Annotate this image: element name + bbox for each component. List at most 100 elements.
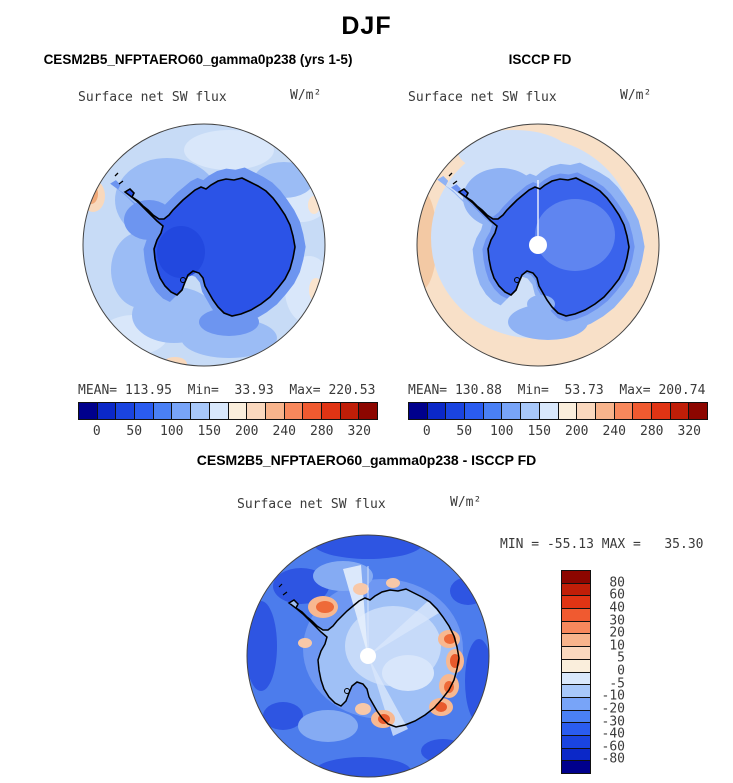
diff-field-label: Surface net SW flux [237, 497, 386, 512]
colorbar-cell [171, 403, 191, 419]
model-islands [114, 172, 124, 185]
diff-stats: MIN = -55.13 MAX = 35.30 [500, 537, 704, 552]
colorbar-tick-label: -40 [601, 726, 625, 742]
diff-coastline [287, 588, 460, 728]
colorbar-tick-label: 60 [609, 587, 625, 603]
colorbar-tick-label: 320 [347, 424, 371, 439]
colorbar-tick-label: 10 [609, 638, 625, 654]
model-map-boundary [82, 123, 326, 367]
colorbar-cell [632, 403, 651, 419]
colorbar-tick-label: -80 [601, 751, 625, 767]
colorbar-cell [283, 403, 303, 419]
colorbar-cell [464, 403, 483, 419]
colorbar-tick-label: 200 [565, 424, 589, 439]
colorbar-cell [562, 760, 590, 773]
colorbar-cell [520, 403, 539, 419]
colorbar-cell [79, 403, 97, 419]
colorbar-tick-label: 240 [272, 424, 296, 439]
colorbar-cell [562, 722, 590, 735]
colorbar-cell [594, 403, 614, 419]
obs-units-label: W/m² [620, 88, 652, 103]
colorbar-cell [339, 403, 359, 419]
colorbar-cell [358, 403, 377, 419]
colorbar-tick-label: -30 [601, 714, 625, 729]
colorbar-tick-label: 50 [126, 424, 143, 439]
colorbar-cell [562, 671, 590, 685]
colorbar-cell [650, 403, 670, 419]
colorbar-tick-label: 20 [609, 625, 625, 641]
obs-map-boundary [416, 123, 660, 367]
diff-colorbar: 80 60 40 30 20 10 5 0 -5 -10 -20 -30 -40 -60 -80 [561, 570, 625, 774]
colorbar-tick-label: 150 [527, 424, 551, 439]
colorbar-cell [562, 696, 590, 710]
colorbar-cell [501, 403, 521, 419]
colorbar-cell [562, 633, 590, 647]
colorbar-tick-label: 200 [235, 424, 259, 439]
colorbar-tick-label: 0 [92, 424, 101, 439]
colorbar-tick-label: 150 [197, 424, 221, 439]
colorbar-cell [562, 582, 590, 596]
diff-map [246, 534, 490, 778]
colorbar-cell [562, 734, 590, 748]
colorbar-cell [562, 620, 590, 634]
colorbar-tick-label: 320 [677, 424, 701, 439]
diff-units-label: W/m² [450, 495, 482, 510]
colorbar-cell [562, 747, 590, 761]
colorbar-cell [208, 403, 228, 419]
diff-islands [278, 583, 288, 596]
model-field-label: Surface net SW flux [78, 90, 227, 105]
obs-coastline [457, 177, 630, 317]
diff-pole-gap-dot [360, 648, 376, 664]
colorbar-cell [409, 403, 427, 419]
colorbar-tick-label: 50 [456, 424, 473, 439]
colorbar-cell [264, 403, 284, 419]
colorbar-tick-label: -5 [609, 676, 625, 692]
obs-map [416, 123, 660, 367]
colorbar-tick-label: 240 [602, 424, 626, 439]
colorbar-cell [152, 403, 172, 419]
colorbar-cell [688, 403, 707, 419]
colorbar-cell [190, 403, 209, 419]
model-stats: MEAN= 113.95 Min= 33.93 Max= 220.53 [78, 383, 376, 398]
obs-pole-gap-dot [529, 236, 547, 254]
colorbar-cell [562, 709, 590, 723]
model-units-label: W/m² [290, 88, 322, 103]
colorbar-cell [115, 403, 135, 419]
obs-stats: MEAN= 130.88 Min= 53.73 Max= 200.74 [408, 383, 706, 398]
colorbar-cell [426, 403, 446, 419]
colorbar-cell [134, 403, 153, 419]
colorbar-cell [562, 684, 590, 697]
colorbar-cell [482, 403, 502, 419]
obs-field-label: Surface net SW flux [408, 90, 557, 105]
colorbar-tick-label: 100 [490, 424, 514, 439]
colorbar-cell [576, 403, 595, 419]
model-colorbar: 0 50 100 150 200 240 280 320 [78, 402, 378, 440]
model-map [82, 123, 326, 367]
colorbar-tick-label: 30 [609, 613, 625, 628]
colorbar-cell [562, 608, 590, 621]
colorbar-tick-label: -20 [601, 701, 625, 717]
colorbar-cell [562, 658, 590, 672]
diff-panel-title: CESM2B5_NFPTAERO60_gamma0p238 - ISCCP FD [196, 452, 537, 468]
colorbar-cell [562, 595, 590, 609]
colorbar-cell [320, 403, 340, 419]
obs-colorbar: 0 50 100 150 200 240 280 320 [408, 402, 708, 440]
model-coastline [123, 177, 296, 317]
colorbar-cell [246, 403, 265, 419]
colorbar-tick-label: 0 [617, 663, 625, 679]
colorbar-cell [613, 403, 633, 419]
colorbar-cell [562, 571, 590, 583]
colorbar-tick-label: -10 [601, 688, 625, 704]
figure-title: DJF [341, 12, 392, 40]
colorbar-cell [445, 403, 465, 419]
colorbar-tick-label: 5 [617, 650, 625, 666]
obs-islands [448, 172, 458, 185]
colorbar-tick-label: 280 [310, 424, 334, 439]
colorbar-cell [538, 403, 558, 419]
obs-panel-title: ISCCP FD [508, 52, 572, 67]
colorbar-tick-label: 80 [609, 575, 625, 591]
colorbar-cell [302, 403, 321, 419]
colorbar-tick-label: 0 [422, 424, 431, 439]
diff-map-boundary [246, 534, 490, 778]
